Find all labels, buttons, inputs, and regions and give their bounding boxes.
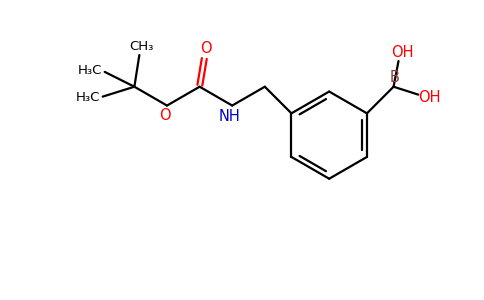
Text: H₃C: H₃C <box>76 91 100 104</box>
Text: CH₃: CH₃ <box>129 40 153 52</box>
Text: OH: OH <box>418 90 440 105</box>
Text: H₃C: H₃C <box>77 64 102 77</box>
Text: OH: OH <box>391 44 414 59</box>
Text: NH: NH <box>218 109 240 124</box>
Text: O: O <box>159 108 171 123</box>
Text: O: O <box>200 40 212 56</box>
Text: B: B <box>390 70 399 85</box>
